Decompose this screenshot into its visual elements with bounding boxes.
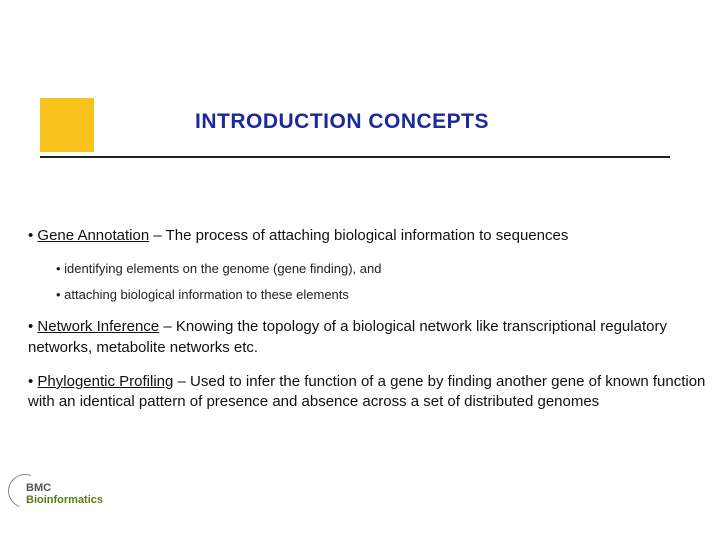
bullet-text: – The process of attaching biological in… <box>149 227 568 244</box>
bullet-gene-annotation: • Gene Annotation – The process of attac… <box>28 226 708 246</box>
sub-bullet: • identifying elements on the genome (ge… <box>56 260 708 278</box>
logo-line1: BMC <box>26 482 51 494</box>
term-phylogentic-profiling: Phylogentic Profiling <box>37 373 173 390</box>
bullet-network-inference: • Network Inference – Knowing the topolo… <box>28 317 708 358</box>
bullet-phylogentic-profiling: • Phylogentic Profiling – Used to infer … <box>28 372 708 413</box>
logo-line2: Bioinformatics <box>26 494 103 506</box>
slide-title: INTRODUCTION CONCEPTS <box>195 110 489 134</box>
title-underline <box>40 156 670 158</box>
bmc-logo: BMC Bioinformatics <box>12 482 89 506</box>
logo-text: BMC Bioinformatics <box>26 482 103 506</box>
term-network-inference: Network Inference <box>37 318 159 335</box>
content-area: • Gene Annotation – The process of attac… <box>28 226 708 426</box>
accent-square <box>40 98 94 152</box>
sub-bullet-text: attaching biological information to thes… <box>64 287 349 302</box>
term-gene-annotation: Gene Annotation <box>37 227 149 244</box>
sub-bullet: • attaching biological information to th… <box>56 286 708 304</box>
sub-bullet-text: identifying elements on the genome (gene… <box>64 261 381 276</box>
